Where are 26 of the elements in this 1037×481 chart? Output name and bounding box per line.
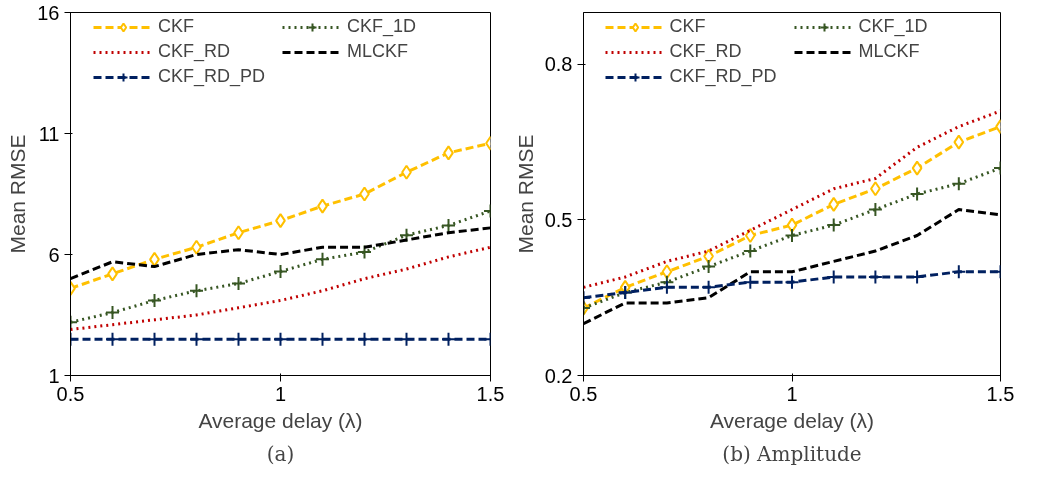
text: (a): [266, 441, 295, 466]
x-axis-title: Average delay (λ): [198, 408, 363, 432]
legend-label: MLCKF: [347, 41, 409, 62]
legend-label: MLCKF: [858, 41, 921, 62]
y-tick-label: 16: [37, 1, 60, 24]
y-tick-label: 11: [38, 122, 60, 145]
y-tick-label: 0.8: [544, 53, 573, 76]
y-tick-label: 0.5: [544, 208, 573, 231]
legend-label: CKF: [669, 16, 707, 37]
legend-label: CKF_RD_PD: [158, 66, 267, 87]
y-tick-label: 1: [48, 364, 60, 387]
legend-label: CKF_1D: [347, 16, 418, 37]
x-tick-label: 1.5: [476, 382, 505, 405]
legend-label: CKF_RD: [669, 41, 743, 62]
x-tick-label: 1.5: [986, 382, 1015, 405]
y-axis-title: Mean RMSE: [6, 134, 30, 254]
x-tick-label: 1: [786, 382, 798, 405]
y-tick-label: 6: [48, 243, 60, 266]
legend-label: CKF: [158, 16, 195, 37]
x-tick-label: 1: [274, 382, 287, 405]
legend-label: CKF_RD_PD: [669, 66, 778, 87]
legend-label: CKF_1D: [858, 16, 929, 37]
legend-label: CKF_RD: [158, 41, 231, 62]
x-axis-title: Average delay (λ): [709, 408, 875, 432]
text: (b) Amplitude: [722, 441, 862, 466]
y-axis-title: Mean RMSE: [513, 134, 537, 254]
